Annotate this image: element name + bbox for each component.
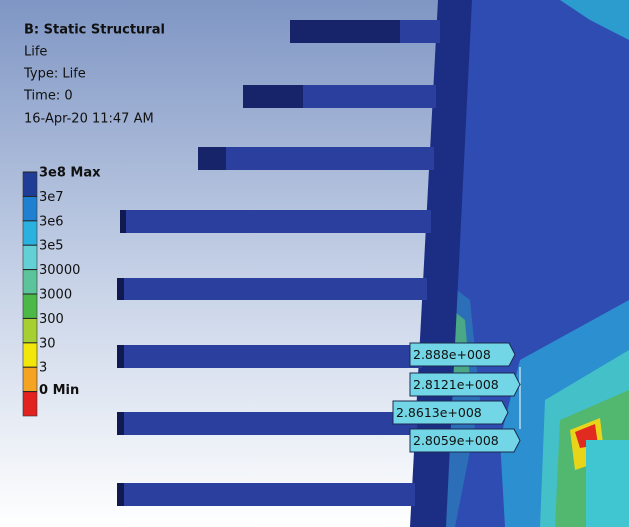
hotspot [560,0,629,40]
fin [117,412,417,435]
fin-shade [117,345,124,368]
fin-shade [243,85,303,108]
block [586,440,629,527]
probe-label-box [409,428,521,453]
legend-label: 3e6 [39,214,64,229]
probe-label: 2.888e+008 [413,347,491,362]
fin [117,345,422,368]
legend-label: 3000 [39,288,72,303]
probe-label-box [392,400,509,425]
result-title: B: Static Structural [24,23,165,38]
legend-swatch [22,269,38,295]
fin-shade [117,278,124,300]
legend-label: 3 [39,361,47,376]
fin-shade [117,483,124,506]
header-line: Life [24,45,47,60]
legend-swatch [22,244,38,270]
legend-swatch [22,220,38,246]
fin-shade [117,412,124,435]
legend-swatch [22,318,38,344]
fins [117,20,440,506]
probe-label: 2.8613e+008 [396,405,482,420]
legend-label: 3e8 Max [39,166,101,181]
legend-label: 30000 [39,263,80,278]
header-line: 16-Apr-20 11:47 AM [24,112,154,127]
legend-swatch [22,391,38,417]
fin [117,483,415,506]
header-line: Time: 0 [23,89,73,104]
legend-swatch [22,342,38,368]
probe-label: 2.8121e+008 [413,377,499,392]
legend-label: 30 [39,336,56,351]
legend-label: 0 Min [39,383,79,398]
fin-shade [198,147,226,170]
legend-swatch [22,366,38,392]
fin-shade [290,20,400,43]
legend-label: 300 [39,312,64,327]
legend-swatch [22,293,38,319]
legend-label: 3e5 [39,239,64,254]
fin [120,210,431,233]
header-line: Type: Life [23,67,86,82]
probes: 2.888e+008 2.8121e+008 2.8613e+008 2.8059e+… [392,342,521,453]
fin-shade [120,210,126,233]
probe-label-box [409,372,521,397]
legend-swatch [22,196,38,222]
legend: 3e8 Max 3e7 3e6 3e5 30000 3000 300 30 3 0 Min [22,166,101,417]
legend-swatch [22,171,38,197]
fin [117,278,427,300]
probe-label-box [409,342,516,367]
fin [198,147,434,170]
probe-label: 2.8059e+008 [413,433,499,448]
legend-label: 3e7 [39,190,64,205]
